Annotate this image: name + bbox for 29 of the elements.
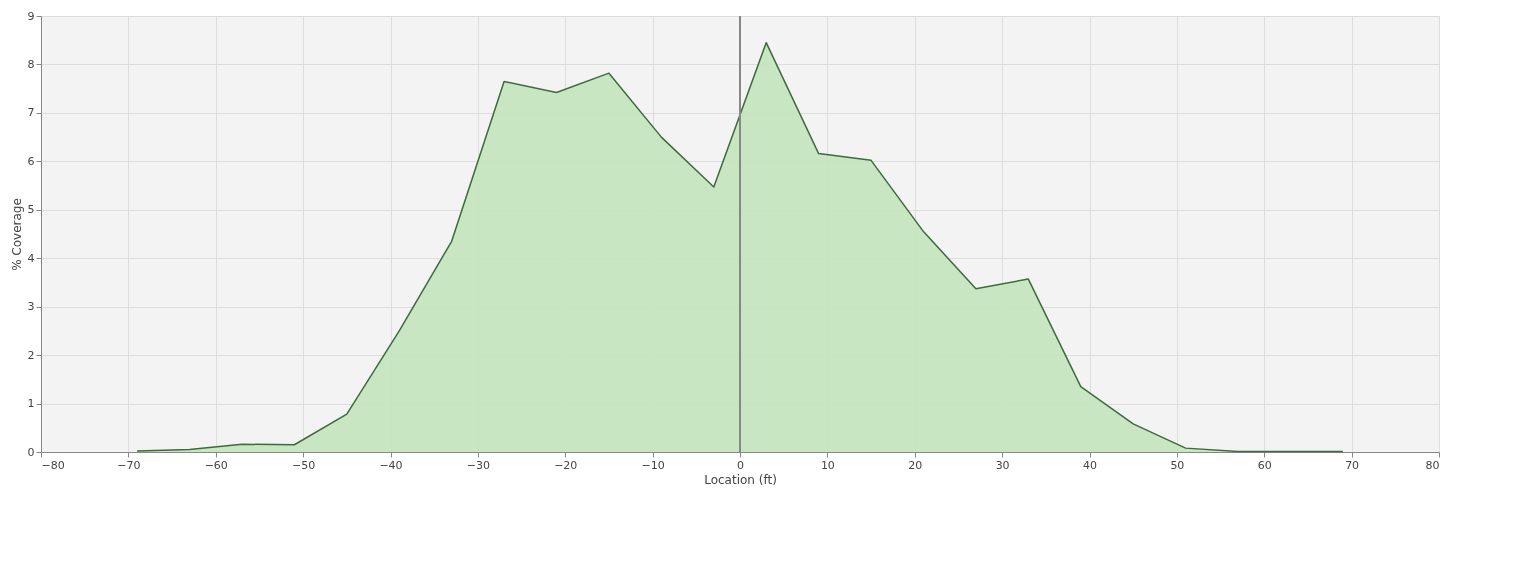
y-tick-label: 9: [27, 9, 35, 23]
x-tick-label: 50: [1170, 458, 1185, 472]
x-tick-label: 80: [1425, 458, 1440, 472]
y-tick-label: 2: [27, 348, 35, 362]
x-tick-label: −80: [41, 458, 65, 472]
y-tick-label: 8: [27, 57, 35, 71]
x-tick-label: −20: [554, 458, 578, 472]
y-tick-label: 5: [27, 203, 35, 217]
y-tick-label: 0: [27, 445, 35, 459]
y-tick-label: 6: [27, 154, 35, 168]
x-tick-label: −40: [379, 458, 403, 472]
y-tick-label: 7: [27, 106, 35, 120]
y-tick-label: 1: [27, 397, 35, 411]
x-tick-label: 40: [1083, 458, 1097, 472]
x-tick-label: −70: [117, 458, 141, 472]
y-tick-label: 3: [27, 300, 35, 314]
x-tick-label: −10: [641, 458, 665, 472]
x-tick-label: 10: [820, 458, 835, 472]
x-tick-label: 30: [995, 458, 1010, 472]
y-tick-label: 4: [27, 251, 35, 265]
x-tick-label: −30: [466, 458, 490, 472]
x-tick-label: 60: [1257, 458, 1272, 472]
x-axis-title: Location (ft): [704, 472, 777, 487]
x-tick-label: 20: [908, 458, 923, 472]
x-tick-label: 0: [737, 458, 744, 472]
y-axis-title: % Coverage: [9, 198, 24, 271]
x-tick-label: 70: [1345, 458, 1360, 472]
x-tick-label: −60: [204, 458, 228, 472]
x-tick-label: −50: [292, 458, 316, 472]
